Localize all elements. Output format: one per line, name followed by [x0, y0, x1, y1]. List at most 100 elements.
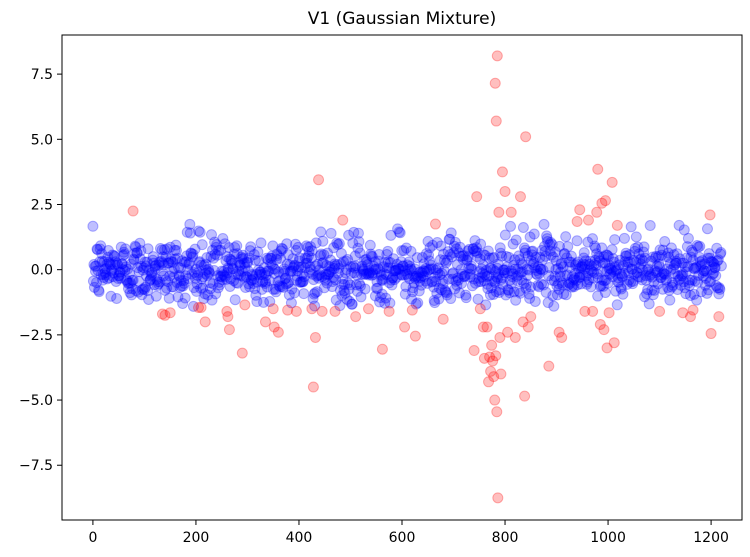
blue-point [263, 265, 275, 277]
blue-point [229, 242, 241, 253]
blue-point [183, 257, 195, 269]
blue-point [668, 249, 680, 261]
blue-point [151, 273, 163, 285]
blue-point [678, 224, 690, 236]
blue-point [320, 259, 332, 271]
blue-point [369, 256, 381, 268]
red-point [221, 305, 233, 317]
blue-point [226, 258, 238, 270]
red-point [272, 326, 284, 338]
blue-point [137, 283, 149, 295]
blue-point [254, 266, 266, 278]
blue-point [261, 252, 273, 264]
points-layer [87, 50, 727, 504]
red-point [307, 381, 319, 393]
blue-point [186, 268, 198, 280]
red-point [496, 166, 508, 178]
blue-point [511, 270, 523, 282]
blue-point [191, 285, 203, 297]
blue-point [528, 257, 540, 269]
blue-point [506, 271, 518, 283]
blue-point [474, 266, 486, 278]
blue-point [151, 280, 163, 291]
blue-point [514, 287, 526, 299]
blue-point [548, 275, 560, 287]
blue-point [653, 258, 665, 270]
blue-point [699, 279, 711, 291]
blue-point [484, 262, 496, 274]
blue-point [237, 249, 249, 261]
blue-point [100, 263, 112, 274]
blue-point [272, 276, 284, 288]
blue-point [247, 270, 259, 282]
blue-point [376, 274, 388, 286]
blue-point [401, 268, 413, 280]
blue-point [383, 262, 395, 274]
blue-point [232, 277, 244, 289]
blue-point [103, 272, 115, 284]
blue-point [359, 254, 371, 266]
blue-point [387, 253, 399, 265]
blue-point [198, 293, 210, 305]
blue-point [699, 258, 711, 270]
blue-point [160, 251, 172, 263]
blue-point [327, 271, 339, 283]
blue-point [511, 275, 523, 287]
red-point [592, 163, 604, 175]
chart-title: V1 (Gaussian Mixture) [308, 9, 496, 29]
blue-point [677, 257, 689, 269]
red-point [468, 345, 480, 357]
blue-point [170, 239, 182, 251]
blue-point [606, 264, 618, 276]
blue-point [472, 247, 484, 259]
blue-point [383, 277, 395, 289]
blue-point [703, 248, 715, 260]
blue-point [129, 240, 141, 252]
blue-point [277, 243, 289, 255]
blue-point [614, 268, 626, 280]
blue-point [632, 271, 644, 283]
red-point [437, 313, 449, 325]
blue-point [621, 250, 633, 262]
blue-point [131, 247, 143, 259]
blue-point [400, 280, 412, 292]
blue-point [343, 283, 355, 295]
blue-point [314, 250, 326, 262]
blue-point [337, 273, 349, 285]
blue-point [538, 218, 550, 230]
blue-point [276, 281, 288, 293]
blue-point [89, 260, 101, 272]
red-point [684, 311, 696, 323]
blue-point [123, 277, 135, 289]
blue-point [686, 274, 698, 286]
blue-point [95, 269, 107, 281]
blue-point [368, 260, 380, 272]
blue-point [98, 256, 110, 268]
blue-point [466, 280, 478, 292]
blue-point [635, 253, 647, 265]
red-point [509, 331, 521, 343]
blue-point [456, 268, 468, 280]
blue-point [485, 262, 497, 274]
blue-point [516, 274, 528, 286]
blue-point [556, 277, 568, 289]
blue-point [337, 256, 349, 268]
blue-point [150, 259, 162, 271]
axes-layer: 0 200 400 600 800 1000 1200 −7.5 −5.0 −2.5 0.0 2.5 5… [19, 34, 743, 546]
blue-point [155, 255, 167, 267]
blue-point [97, 274, 109, 286]
blue-point [674, 253, 686, 265]
blue-point [471, 250, 483, 262]
blue-point [140, 281, 151, 293]
blue-point [354, 247, 366, 259]
blue-point [671, 248, 683, 260]
blue-point [691, 294, 703, 306]
blue-point [87, 275, 99, 287]
red-point [517, 316, 529, 328]
blue-point [375, 292, 387, 304]
blue-point [515, 258, 527, 270]
blue-point [355, 291, 367, 303]
red-point [483, 376, 495, 388]
blue-point [380, 292, 392, 304]
blue-point [596, 242, 608, 254]
